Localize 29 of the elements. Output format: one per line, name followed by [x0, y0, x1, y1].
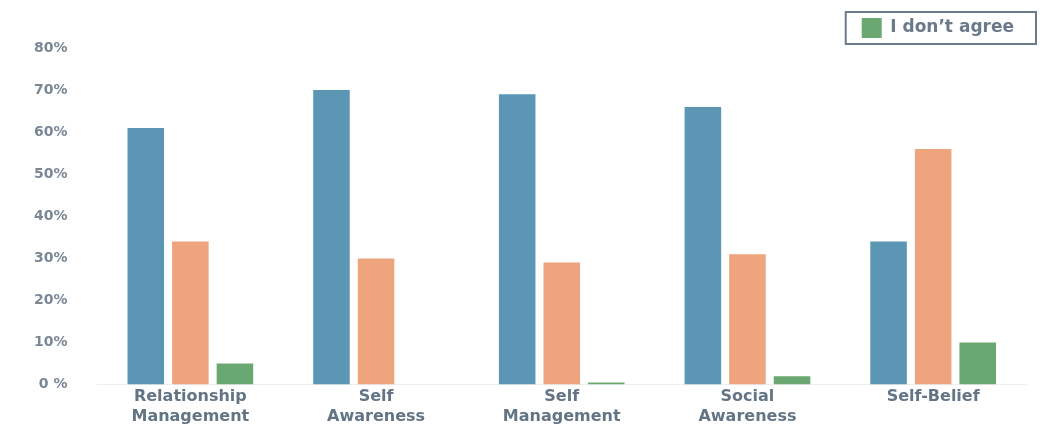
bar	[543, 262, 581, 385]
y-tick-label: 30%	[33, 249, 68, 266]
bar	[588, 382, 625, 385]
y-tick-label: 0 %	[38, 375, 68, 392]
bar	[216, 363, 254, 385]
bar	[357, 258, 395, 385]
legend-label: I don’t agree	[890, 16, 1014, 37]
x-tick-label: Relationship Management	[131, 386, 250, 425]
x-tick-label: Social Awareness	[698, 386, 797, 425]
bar	[313, 90, 350, 385]
x-tick-label: Self-Belief	[886, 386, 981, 406]
bar	[914, 148, 952, 385]
x-tick-label: Self Management	[502, 386, 621, 425]
bar	[172, 241, 209, 385]
y-tick-label: 10%	[33, 333, 68, 350]
bar	[127, 127, 165, 385]
y-tick-label: 80%	[33, 38, 68, 55]
bar	[870, 241, 907, 385]
bar	[959, 342, 996, 385]
bar	[729, 254, 766, 385]
y-tick-label: 20%	[33, 291, 68, 308]
bar	[498, 94, 536, 385]
y-tick-label: 60%	[33, 122, 68, 139]
x-tick-label: Self Awareness	[327, 386, 426, 425]
y-tick-label: 70%	[33, 80, 68, 97]
y-tick-label: 50%	[33, 164, 68, 181]
y-tick-label: 40%	[33, 206, 68, 223]
bar	[773, 376, 811, 385]
bar	[684, 106, 722, 385]
